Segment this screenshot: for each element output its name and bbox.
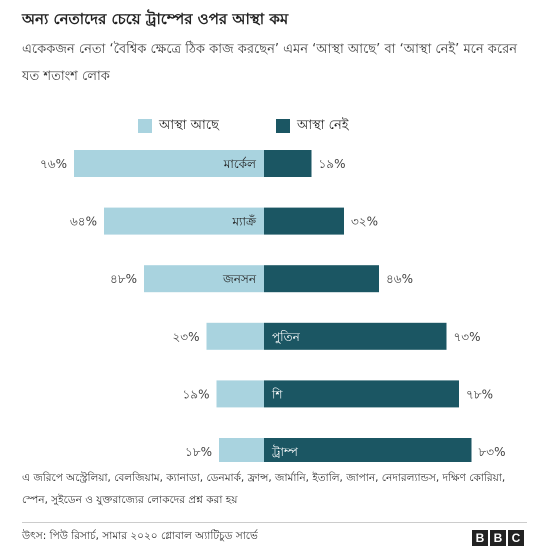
value-label-no-confidence: ৭৩% bbox=[454, 330, 481, 344]
bbc-logo-letter: B bbox=[472, 530, 488, 546]
category-label: শি bbox=[271, 387, 283, 401]
value-label-confidence: ২৩% bbox=[172, 330, 199, 344]
value-label-no-confidence: ৪৬% bbox=[386, 272, 413, 286]
bar-no-confidence bbox=[264, 438, 472, 462]
value-label-confidence: ১৮% bbox=[185, 445, 212, 459]
value-label-confidence: ১৯% bbox=[183, 387, 210, 401]
bbc-logo: B B C bbox=[472, 530, 524, 546]
legend-swatch-no-confidence bbox=[276, 119, 290, 133]
legend-item-no-confidence: আস্থা নেই bbox=[276, 114, 348, 138]
value-label-confidence: ৪৮% bbox=[110, 272, 137, 286]
value-label-no-confidence: ১৯% bbox=[319, 157, 346, 171]
bar-no-confidence bbox=[264, 207, 344, 235]
bar-confidence bbox=[216, 380, 264, 408]
bbc-logo-letter: B bbox=[490, 530, 506, 546]
diverging-bar-chart: মার্কেল ৭৬% ১৯% ম্যাক্রঁ ৬৪% ৩২% জনসন ৪৮% ৪৬% পুত… bbox=[40, 150, 506, 462]
category-label: ট্রাম্প bbox=[271, 445, 299, 459]
value-label-no-confidence: ৮৩% bbox=[479, 445, 506, 459]
category-label: মার্কেল bbox=[223, 157, 257, 171]
legend-item-confidence: আস্থা আছে bbox=[138, 114, 219, 138]
bar-confidence bbox=[144, 265, 264, 293]
legend-swatch-confidence bbox=[138, 119, 152, 133]
bar-no-confidence bbox=[264, 265, 379, 293]
source-note: উৎস: পিউ রিসার্চ, সামার ২০২০ গ্লোবাল অ্য… bbox=[22, 530, 258, 542]
legend-label-no-confidence: আস্থা নেই bbox=[297, 117, 349, 133]
legend-label-confidence: আস্থা আছে bbox=[159, 117, 219, 133]
value-label-confidence: ৭৬% bbox=[40, 157, 67, 171]
bar-confidence bbox=[74, 150, 264, 177]
value-label-no-confidence: ৭৮% bbox=[466, 387, 493, 401]
value-label-confidence: ৬৪% bbox=[70, 215, 97, 229]
bar-no-confidence bbox=[264, 322, 447, 350]
chart-subtitle: একেকজন নেতা ‘বৈশ্বিক ক্ষেত্রে ঠিক কাজ কর… bbox=[22, 42, 518, 84]
category-label: জনসন bbox=[222, 272, 257, 286]
category-label: ম্যাক্রঁ bbox=[231, 214, 257, 229]
value-label-no-confidence: ৩২% bbox=[351, 215, 378, 229]
bar-confidence bbox=[104, 207, 264, 235]
category-label: পুতিন bbox=[272, 330, 301, 345]
chart-legend: আস্থা আছে আস্থা নেই bbox=[0, 114, 549, 138]
chart-title: অন্য নেতাদের চেয়ে ট্রাম্পের ওপর আস্থা ক… bbox=[22, 10, 289, 28]
bbc-logo-letter: C bbox=[508, 530, 524, 546]
chart-footnote: এ জরিপে অস্ট্রেলিয়া, বেলজিয়াম, ক্যানাড… bbox=[22, 472, 506, 506]
bar-no-confidence bbox=[264, 150, 312, 177]
bar-confidence bbox=[219, 438, 264, 462]
bar-no-confidence bbox=[264, 380, 459, 408]
footer-divider bbox=[22, 522, 527, 523]
bar-confidence bbox=[206, 322, 264, 350]
